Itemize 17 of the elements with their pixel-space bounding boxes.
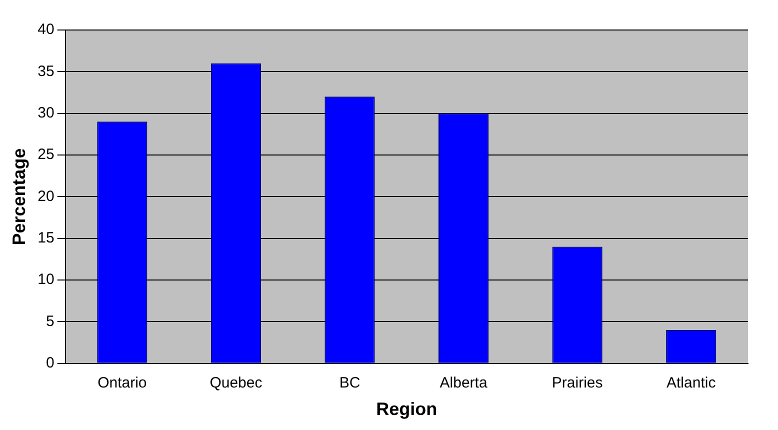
- x-tick-label: BC: [339, 374, 360, 392]
- x-tick-label: Ontario: [98, 374, 147, 392]
- y-tick-label: 35: [38, 62, 54, 80]
- y-tick-label: 40: [38, 21, 54, 38]
- x-tick-label: Quebec: [210, 374, 263, 392]
- y-tick-label: 0: [46, 354, 54, 372]
- y-tick-label: 25: [38, 146, 54, 164]
- y-tick-label: 30: [38, 104, 54, 122]
- x-tick-label: Atlantic: [666, 374, 716, 392]
- x-tick-label: Prairies: [552, 374, 603, 392]
- y-tick-label: 20: [38, 188, 54, 205]
- y-tick-label: 15: [38, 230, 54, 247]
- x-axis-title: Region: [376, 399, 438, 420]
- x-tick-label: Alberta: [440, 374, 488, 392]
- y-tick-label: 5: [46, 312, 54, 330]
- y-axis-title: Percentage: [8, 148, 29, 246]
- y-tick-label: 10: [38, 271, 54, 288]
